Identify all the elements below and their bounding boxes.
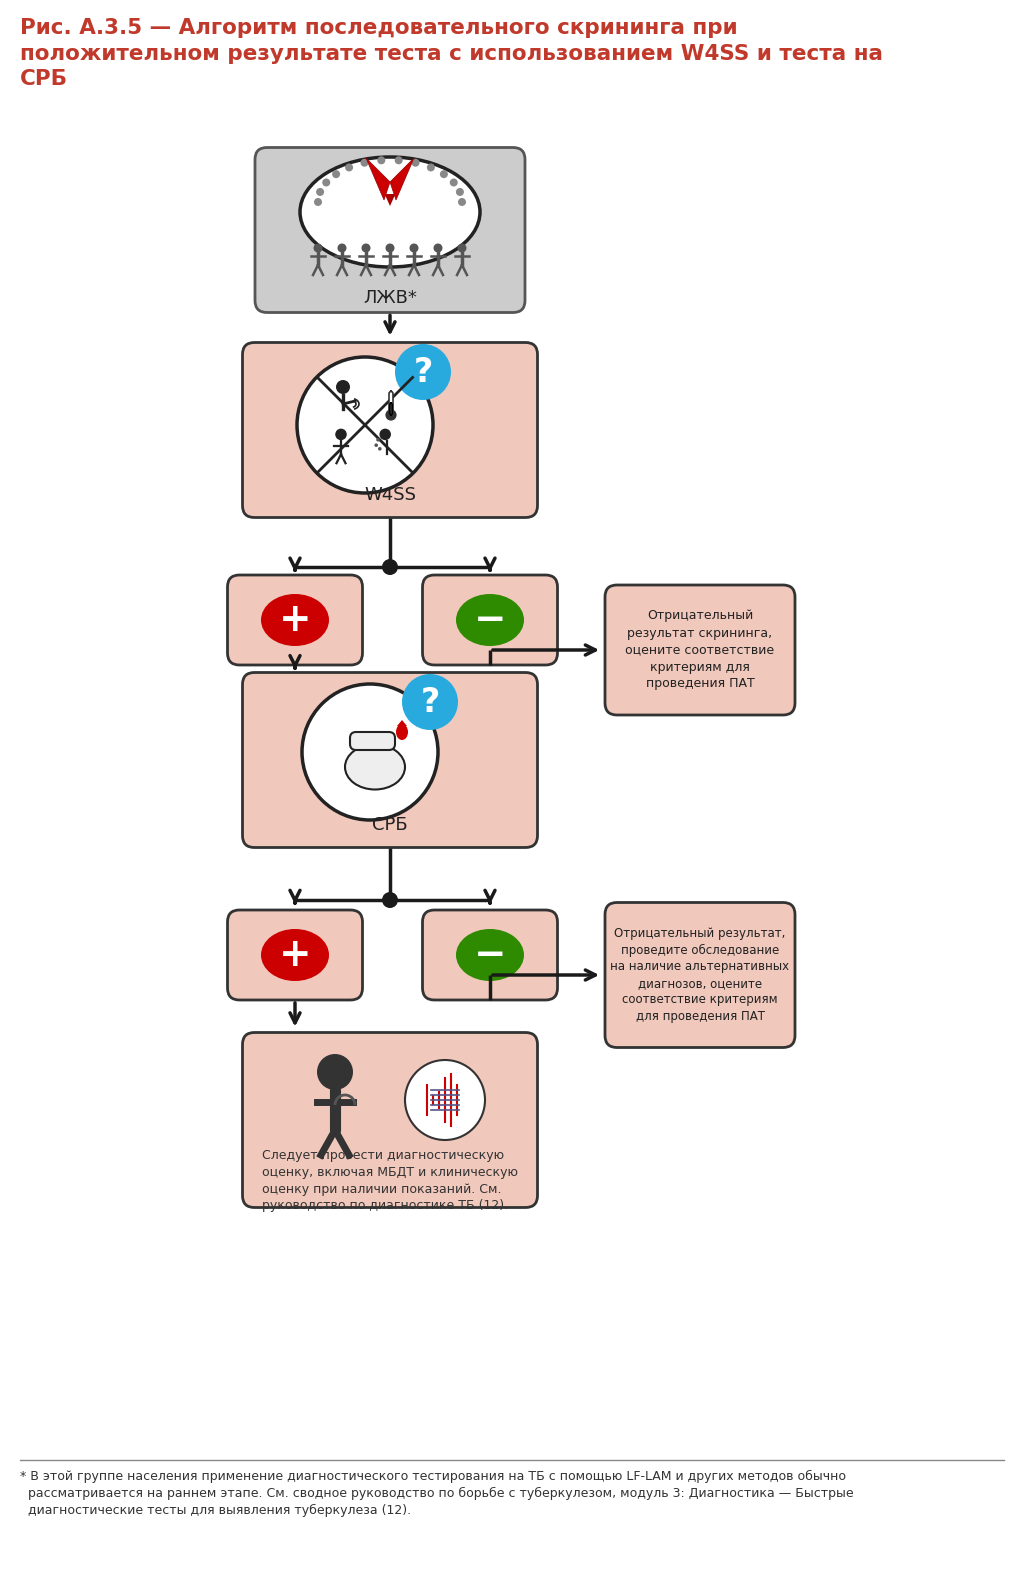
Circle shape: [317, 1053, 353, 1090]
Circle shape: [377, 157, 385, 165]
Text: +: +: [279, 600, 311, 638]
FancyBboxPatch shape: [605, 903, 795, 1047]
Circle shape: [316, 188, 324, 196]
Circle shape: [433, 244, 442, 252]
Circle shape: [345, 163, 353, 171]
Text: −: −: [474, 600, 506, 638]
Circle shape: [382, 892, 398, 908]
Text: W4SS: W4SS: [364, 486, 416, 504]
Ellipse shape: [345, 744, 406, 789]
Circle shape: [378, 447, 382, 450]
FancyBboxPatch shape: [605, 584, 795, 714]
FancyBboxPatch shape: [243, 1033, 538, 1207]
Circle shape: [335, 429, 347, 440]
Text: * В этой группе населения применение диагностического тестирования на ТБ с помощ: * В этой группе населения применение диа…: [20, 1470, 854, 1517]
FancyBboxPatch shape: [227, 909, 362, 1000]
FancyBboxPatch shape: [389, 402, 392, 415]
Text: −: −: [474, 936, 506, 974]
Text: ?: ?: [414, 355, 432, 388]
Circle shape: [360, 158, 369, 166]
Polygon shape: [385, 193, 395, 206]
FancyBboxPatch shape: [243, 342, 538, 518]
Text: Следует провести диагностическую
оценку, включая МБДТ и клиническую
оценку при н: Следует провести диагностическую оценку,…: [262, 1150, 518, 1212]
Polygon shape: [390, 158, 414, 200]
Circle shape: [458, 244, 467, 252]
Text: СРБ: СРБ: [372, 816, 408, 835]
Circle shape: [380, 429, 391, 440]
Circle shape: [395, 344, 451, 401]
Circle shape: [412, 158, 420, 166]
Polygon shape: [366, 158, 390, 200]
Circle shape: [375, 444, 378, 447]
Circle shape: [450, 179, 458, 187]
Ellipse shape: [261, 928, 329, 980]
FancyBboxPatch shape: [350, 732, 395, 749]
Circle shape: [361, 244, 371, 252]
Circle shape: [297, 356, 433, 493]
Text: Отрицательный результат,
проведите обследование
на наличие альтернативных
диагно: Отрицательный результат, проведите обсле…: [610, 927, 790, 1023]
Ellipse shape: [456, 594, 524, 646]
Circle shape: [376, 439, 380, 442]
Text: ?: ?: [421, 686, 439, 719]
Circle shape: [458, 198, 466, 206]
Circle shape: [394, 157, 402, 165]
Text: Отрицательный
результат скрининга,
оцените соответствие
критериям для
проведения: Отрицательный результат скрининга, оцени…: [626, 610, 774, 691]
Polygon shape: [397, 721, 407, 725]
Circle shape: [385, 244, 394, 252]
Text: Рис. А.3.5 — Алгоритм последовательного скрининга при
положительном результате т: Рис. А.3.5 — Алгоритм последовательного …: [20, 17, 883, 89]
Circle shape: [385, 409, 396, 421]
Circle shape: [313, 244, 323, 252]
Circle shape: [332, 169, 340, 177]
Circle shape: [406, 1060, 485, 1140]
FancyBboxPatch shape: [227, 575, 362, 665]
Circle shape: [336, 380, 350, 394]
FancyBboxPatch shape: [423, 909, 557, 1000]
FancyBboxPatch shape: [255, 147, 525, 312]
Circle shape: [382, 559, 398, 575]
FancyBboxPatch shape: [243, 673, 538, 847]
Circle shape: [440, 169, 447, 177]
Circle shape: [456, 188, 464, 196]
Circle shape: [402, 675, 458, 730]
Text: +: +: [279, 936, 311, 974]
Circle shape: [302, 684, 438, 821]
Circle shape: [410, 244, 419, 252]
Circle shape: [323, 179, 331, 187]
Ellipse shape: [261, 594, 329, 646]
Text: ЛЖВ*: ЛЖВ*: [364, 288, 417, 307]
Ellipse shape: [456, 928, 524, 980]
FancyBboxPatch shape: [389, 391, 393, 415]
FancyBboxPatch shape: [423, 575, 557, 665]
Circle shape: [314, 198, 322, 206]
Ellipse shape: [396, 724, 408, 740]
Ellipse shape: [300, 157, 480, 268]
Circle shape: [338, 244, 346, 252]
Circle shape: [427, 163, 435, 171]
